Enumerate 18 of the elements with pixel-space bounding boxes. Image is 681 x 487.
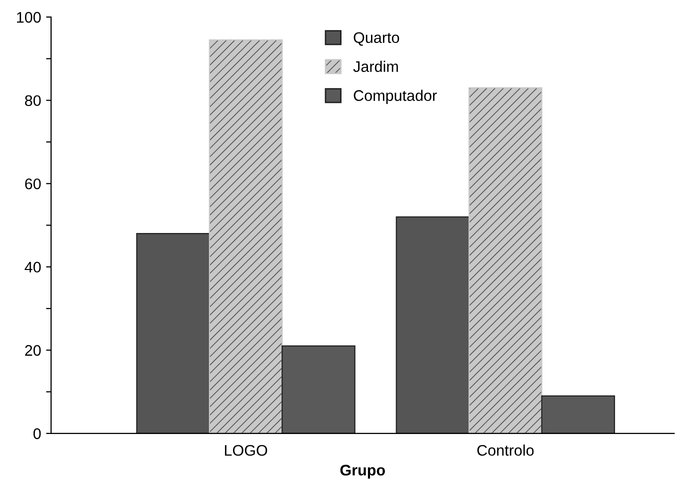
x-tick-label: Controlo	[477, 444, 534, 456]
bar	[396, 216, 470, 434]
legend-label: Quarto	[354, 32, 400, 46]
legend-label: Computador	[354, 90, 437, 104]
bar	[208, 39, 283, 434]
y-tick-label: 20	[25, 345, 41, 356]
y-tick-label: 80	[25, 95, 41, 106]
bar	[136, 233, 210, 434]
x-axis-title: Grupo	[340, 464, 385, 479]
x-tick-label: LOGO	[224, 444, 268, 456]
y-tick-label: 40	[24, 262, 41, 273]
legend-label: Jardim	[353, 60, 398, 72]
bar	[468, 87, 542, 434]
bar	[541, 395, 616, 434]
bar	[282, 345, 356, 434]
y-tick-label: 100	[17, 12, 41, 23]
y-tick-label: 0	[33, 428, 41, 440]
y-tick-label: 60	[25, 178, 41, 190]
